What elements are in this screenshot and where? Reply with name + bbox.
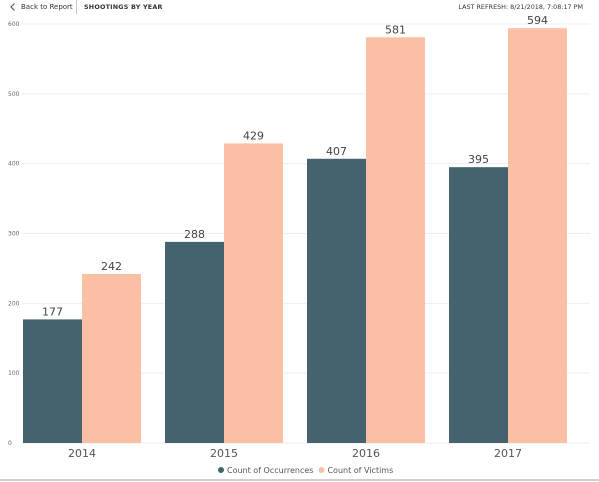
last-refresh-label: LAST REFRESH:: [458, 3, 509, 11]
chevron-left-icon: [10, 3, 15, 11]
back-to-report-label: Back to Report: [21, 3, 73, 11]
data-label: 429: [243, 129, 264, 142]
bar-occurrences-2014[interactable]: [23, 319, 82, 443]
x-tick-label: 2014: [68, 447, 96, 460]
shootings-bar-chart: 0 100 200 300 400 500 600 177 242 2014 288 429 2015 4…: [8, 14, 590, 475]
legend-marker: [218, 467, 224, 473]
data-label: 594: [527, 14, 548, 27]
bar-occurrences-2017[interactable]: [449, 167, 508, 444]
x-tick-label: 2016: [352, 447, 380, 460]
y-tick-label: 100: [8, 370, 20, 377]
bar-occurrences-2016[interactable]: [307, 158, 366, 444]
bar-victims-2016[interactable]: [366, 37, 425, 443]
x-tick-label: 2015: [210, 447, 238, 460]
data-label: 177: [42, 305, 63, 318]
y-tick-label: 200: [8, 300, 20, 307]
data-label: 242: [101, 260, 122, 273]
last-refresh-value: 8/21/2018, 7:08:17 PM: [510, 3, 583, 11]
x-tick-label: 2017: [494, 447, 522, 460]
bottom-divider: [0, 479, 599, 481]
y-tick-label: 0: [8, 440, 12, 447]
bar-occurrences-2015[interactable]: [165, 241, 224, 443]
data-label: 407: [326, 145, 347, 158]
data-label: 288: [184, 228, 205, 241]
legend-item[interactable]: Count of Occurrences: [227, 466, 313, 475]
y-tick-label: 500: [8, 91, 20, 98]
top-bar: Back to Report SHOOTINGS BY YEAR LAST RE…: [0, 0, 599, 14]
data-label: 581: [385, 23, 406, 36]
bar-victims-2017[interactable]: [508, 28, 567, 443]
page-title: SHOOTINGS BY YEAR: [84, 3, 163, 11]
last-refresh: LAST REFRESH: 8/21/2018, 7:08:17 PM: [458, 3, 585, 11]
back-to-report-button[interactable]: Back to Report: [8, 2, 73, 12]
header-divider: [76, 0, 77, 14]
y-tick-label: 300: [8, 231, 20, 238]
y-tick-label: 600: [8, 21, 20, 28]
y-tick-label: 400: [8, 161, 20, 168]
bar-victims-2015[interactable]: [224, 143, 283, 444]
legend-item[interactable]: Count of Victims: [327, 466, 393, 475]
bar-victims-2014[interactable]: [82, 274, 141, 443]
legend-marker: [318, 467, 325, 473]
data-label: 395: [468, 153, 489, 166]
